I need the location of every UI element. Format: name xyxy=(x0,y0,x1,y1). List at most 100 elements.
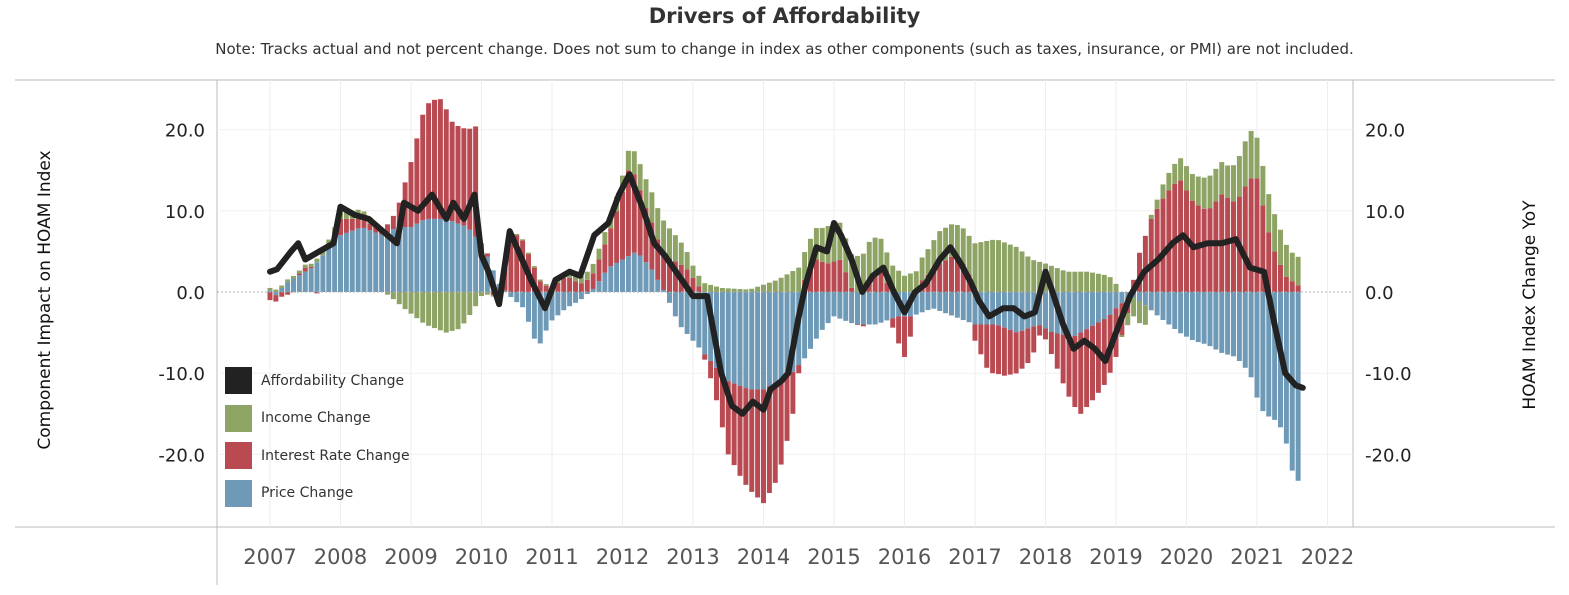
bar-income xyxy=(1095,273,1101,292)
bar-income xyxy=(802,252,808,280)
bar-interest-rate xyxy=(755,389,761,498)
bar-price xyxy=(1037,292,1043,326)
bar-interest-rate xyxy=(819,261,825,292)
x-tick-label: 2020 xyxy=(1160,545,1213,569)
bar-income xyxy=(878,238,884,273)
bar-interest-rate xyxy=(1231,201,1236,292)
bar-interest-rate xyxy=(449,121,455,222)
bar-interest-rate xyxy=(1001,327,1007,376)
bar-interest-rate xyxy=(314,292,320,294)
bar-interest-rate xyxy=(1095,322,1101,393)
bar-income xyxy=(484,292,490,295)
legend-swatch-interest-rate xyxy=(225,442,252,470)
bar-price xyxy=(1119,292,1125,304)
bar-interest-rate xyxy=(708,361,714,379)
bar-income xyxy=(1013,246,1019,292)
bar-interest-rate xyxy=(578,283,584,292)
bar-income xyxy=(291,275,296,279)
chart-title: Drivers of Affordability xyxy=(648,4,921,28)
bar-interest-rate xyxy=(1266,232,1272,292)
bar-price xyxy=(567,292,573,307)
legend-swatch-income xyxy=(225,404,252,432)
bar-price xyxy=(902,292,907,317)
bar-interest-rate xyxy=(878,272,884,292)
bar-price xyxy=(631,252,637,292)
bar-interest-rate xyxy=(1201,208,1207,292)
bar-income xyxy=(1031,260,1037,292)
bar-price xyxy=(526,292,531,322)
bar-interest-rate xyxy=(614,211,620,263)
bar-interest-rate xyxy=(1213,201,1219,292)
bar-interest-rate xyxy=(1031,326,1037,353)
bar-income xyxy=(725,288,731,292)
bar-interest-rate xyxy=(514,235,520,292)
bar-income xyxy=(285,279,291,282)
bar-interest-rate xyxy=(943,260,949,292)
bar-price xyxy=(913,292,919,315)
bar-price xyxy=(520,292,526,308)
chart-legend: Affordability Change Income Change Inter… xyxy=(225,362,410,512)
y-tick-label-right: -20.0 xyxy=(1365,445,1412,466)
x-tick-label: 2010 xyxy=(455,545,508,569)
bar-income xyxy=(978,242,984,292)
bar-interest-rate xyxy=(649,222,655,270)
y-tick-label-left: -10.0 xyxy=(158,364,205,385)
bar-income xyxy=(385,292,390,295)
bar-interest-rate xyxy=(761,389,766,504)
bar-price xyxy=(849,292,855,324)
bar-income xyxy=(1201,177,1207,209)
bar-income xyxy=(1137,301,1142,324)
bar-income xyxy=(719,288,725,292)
legend-item-affordability[interactable]: Affordability Change xyxy=(225,362,410,400)
legend-item-price[interactable]: Price Change xyxy=(225,475,410,513)
bar-price xyxy=(714,292,719,368)
legend-item-interest-rate[interactable]: Interest Rate Change xyxy=(225,437,410,475)
bar-interest-rate xyxy=(737,385,743,476)
bar-income xyxy=(1189,174,1195,201)
bar-price xyxy=(808,292,813,349)
bar-income xyxy=(925,249,931,275)
bar-price xyxy=(402,227,408,292)
bar-price xyxy=(1025,292,1031,329)
bar-income xyxy=(432,292,437,329)
bar-income xyxy=(866,241,872,283)
bar-income xyxy=(766,282,772,292)
bar-price xyxy=(1166,292,1172,325)
bar-income xyxy=(1107,277,1113,292)
bar-interest-rate xyxy=(1007,329,1013,375)
bar-income xyxy=(813,228,819,260)
bar-interest-rate xyxy=(890,318,896,328)
bar-income xyxy=(1090,272,1095,292)
bar-price xyxy=(349,230,355,292)
bar-interest-rate xyxy=(954,258,960,292)
bar-interest-rate xyxy=(813,259,819,292)
bar-income xyxy=(426,292,432,326)
bar-interest-rate xyxy=(355,218,361,229)
bar-price xyxy=(573,292,578,303)
legend-item-income[interactable]: Income Change xyxy=(225,400,410,438)
bar-interest-rate xyxy=(473,126,479,237)
bar-price xyxy=(279,287,285,292)
bar-income xyxy=(849,254,855,288)
bar-interest-rate xyxy=(996,325,1001,375)
bar-income xyxy=(843,238,849,273)
bar-interest-rate xyxy=(1066,335,1072,397)
bar-income xyxy=(390,292,396,300)
bar-interest-rate xyxy=(714,367,719,401)
bar-price xyxy=(373,232,379,292)
bar-interest-rate xyxy=(661,252,667,290)
bar-interest-rate xyxy=(790,371,796,414)
bar-price xyxy=(390,229,396,292)
bar-price xyxy=(749,292,755,390)
bar-price xyxy=(396,227,402,292)
bar-price xyxy=(443,218,449,292)
bar-income xyxy=(396,292,402,305)
bar-interest-rate xyxy=(749,389,755,492)
bar-income xyxy=(308,263,314,267)
bar-income xyxy=(420,292,426,323)
y-tick-label-left: 10.0 xyxy=(165,202,205,223)
bar-interest-rate xyxy=(896,316,902,344)
bar-price xyxy=(1201,292,1207,344)
bar-price xyxy=(355,228,361,292)
